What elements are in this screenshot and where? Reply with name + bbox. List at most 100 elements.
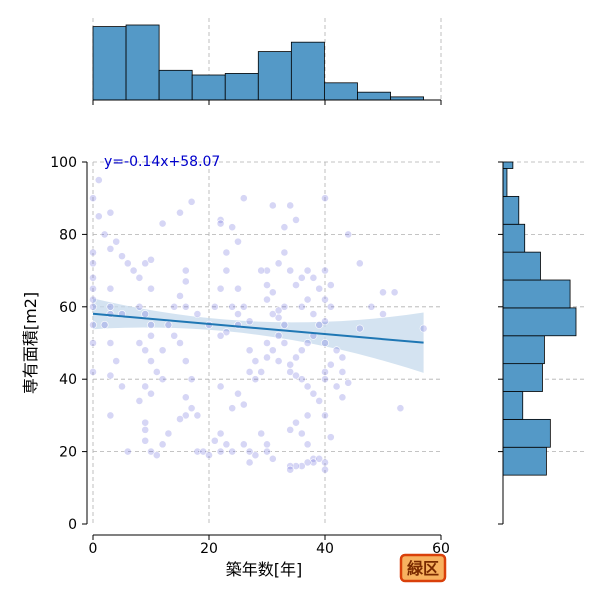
data-point	[280, 339, 289, 347]
data-point	[106, 339, 115, 347]
data-point	[216, 429, 225, 438]
data-point	[141, 310, 150, 318]
data-point	[100, 230, 109, 239]
data-point	[245, 447, 254, 456]
data-point	[106, 284, 115, 293]
data-point	[141, 259, 150, 268]
data-point	[234, 237, 242, 246]
data-point	[129, 266, 138, 275]
data-point	[286, 425, 295, 434]
data-point	[228, 447, 237, 456]
data-point	[280, 248, 289, 257]
top-hist-bar	[191, 74, 226, 101]
right-hist-bar	[502, 161, 514, 169]
data-point	[181, 411, 190, 420]
data-point	[274, 259, 283, 268]
data-point	[309, 310, 318, 318]
top-hist-bar	[357, 91, 391, 101]
data-point	[367, 302, 376, 311]
regression-line-path	[92, 312, 424, 344]
right-hist-bar	[502, 446, 547, 476]
data-point	[239, 400, 248, 409]
data-point	[280, 302, 289, 311]
top-hist-bar	[257, 51, 292, 101]
y-tick-label: 0	[68, 517, 77, 533]
data-point	[176, 415, 184, 423]
data-point	[321, 317, 329, 326]
data-point	[338, 353, 347, 362]
x-tick-label: 20	[200, 541, 218, 557]
data-point	[315, 284, 324, 293]
right-hist-bar	[502, 168, 508, 197]
data-point	[245, 368, 254, 376]
data-point	[205, 451, 213, 460]
data-point	[135, 397, 144, 405]
data-point	[158, 375, 167, 384]
y-tick-label: 100	[50, 155, 77, 171]
data-point	[94, 176, 103, 184]
data-point	[193, 447, 202, 456]
x-axis-label: 築年数[年]	[226, 560, 303, 579]
data-point	[303, 458, 312, 467]
data-point	[152, 368, 161, 376]
data-point	[141, 382, 150, 391]
data-point	[89, 320, 97, 329]
data-point	[170, 331, 179, 340]
data-point	[123, 259, 132, 268]
data-point	[106, 302, 115, 311]
data-point	[257, 429, 266, 438]
data-point	[106, 208, 115, 217]
data-point	[419, 324, 428, 333]
data-point	[176, 339, 184, 347]
data-point	[263, 295, 271, 304]
data-point	[315, 320, 324, 329]
data-point	[234, 284, 242, 293]
data-point	[234, 310, 242, 318]
data-point	[274, 357, 283, 365]
data-point	[228, 404, 237, 413]
data-point	[321, 465, 329, 474]
data-point	[309, 458, 318, 467]
data-point	[338, 368, 347, 376]
data-point	[94, 212, 103, 221]
data-point	[141, 425, 150, 434]
confidence-band	[93, 298, 424, 373]
main-grid	[92, 161, 441, 524]
data-point	[135, 339, 144, 347]
data-point	[326, 302, 335, 311]
data-point	[245, 458, 254, 467]
data-point	[286, 368, 295, 376]
data-point	[135, 273, 144, 282]
data-point	[158, 346, 167, 355]
data-point	[326, 360, 335, 369]
data-point	[379, 288, 387, 297]
regression-line	[92, 312, 424, 344]
data-point	[89, 273, 97, 282]
data-point	[274, 306, 283, 315]
data-point	[390, 288, 399, 297]
data-point	[321, 339, 329, 347]
data-point	[321, 411, 329, 420]
data-point	[118, 252, 126, 261]
x-tick-label: 40	[316, 541, 334, 557]
data-point	[89, 194, 97, 203]
top-marginal-histogram	[92, 18, 442, 105]
data-point	[89, 302, 97, 311]
data-point	[147, 447, 155, 456]
data-point	[89, 368, 97, 376]
data-point	[321, 295, 329, 304]
data-point	[263, 353, 271, 362]
data-point	[297, 462, 306, 470]
data-point	[263, 447, 271, 456]
data-point	[141, 436, 150, 445]
data-point	[199, 447, 208, 456]
data-point	[303, 411, 312, 420]
data-point	[89, 295, 97, 304]
data-point	[170, 302, 179, 311]
data-point	[176, 292, 184, 300]
data-point	[344, 378, 353, 387]
data-point	[309, 273, 318, 282]
data-point	[141, 346, 150, 355]
data-point	[292, 216, 300, 224]
scatter-points	[89, 176, 428, 474]
